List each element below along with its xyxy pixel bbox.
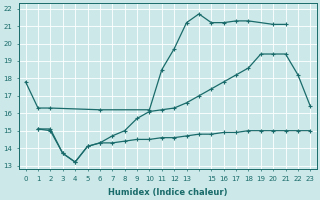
- X-axis label: Humidex (Indice chaleur): Humidex (Indice chaleur): [108, 188, 228, 197]
